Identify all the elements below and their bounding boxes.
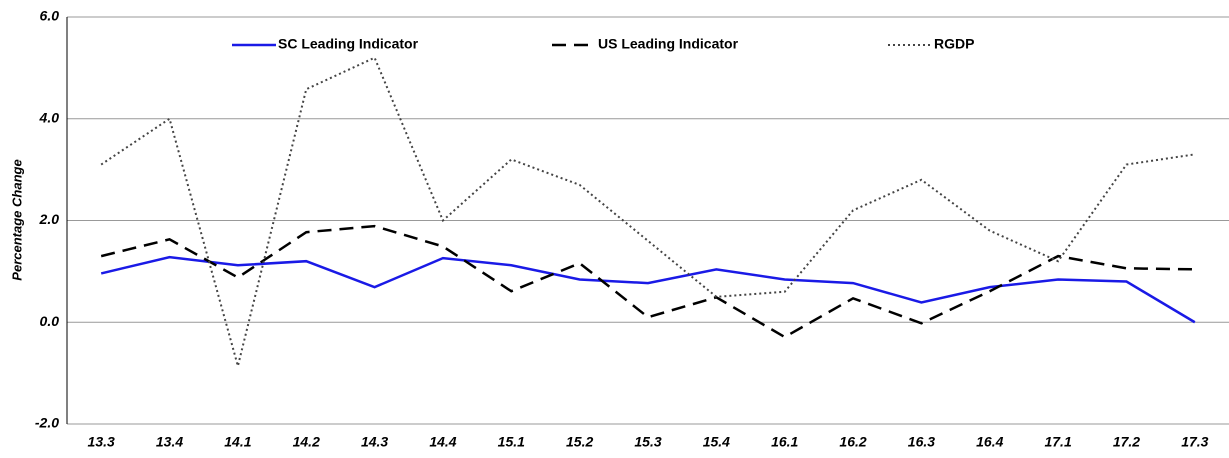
legend-label: SC Leading Indicator xyxy=(278,36,419,52)
legend-label: US Leading Indicator xyxy=(598,36,739,52)
y-tick-label: 6.0 xyxy=(40,8,60,24)
x-tick-label: 14.4 xyxy=(429,434,456,450)
x-tick-label: 15.4 xyxy=(703,434,730,450)
y-tick-label: 0.0 xyxy=(40,313,60,329)
x-tick-label: 16.3 xyxy=(908,434,935,450)
y-axis-label: Percentage Change xyxy=(9,159,24,280)
y-tick-label: 2.0 xyxy=(39,211,60,227)
y-tick-label: -2.0 xyxy=(35,415,59,431)
x-tick-label: 14.1 xyxy=(224,434,251,450)
x-tick-label: 14.3 xyxy=(361,434,388,450)
x-tick-label: 17.1 xyxy=(1044,434,1071,450)
series-line xyxy=(100,224,1195,339)
x-tick-label: 16.2 xyxy=(839,434,866,450)
series-line xyxy=(100,255,1196,324)
y-tick-label: 4.0 xyxy=(39,109,60,125)
x-tick-label: 17.3 xyxy=(1181,434,1208,450)
legend-label: RGDP xyxy=(934,36,974,52)
x-tick-label: 16.1 xyxy=(771,434,798,450)
x-tick-label: 13.3 xyxy=(88,434,115,450)
series-line xyxy=(100,56,1195,370)
x-tick-label: 15.3 xyxy=(634,434,661,450)
x-tick-label: 14.2 xyxy=(293,434,320,450)
x-tick-label: 17.2 xyxy=(1113,434,1140,450)
x-tick-label: 15.2 xyxy=(566,434,593,450)
x-tick-label: 13.4 xyxy=(156,434,183,450)
x-tick-label: 15.1 xyxy=(498,434,525,450)
x-tick-label: 16.4 xyxy=(976,434,1003,450)
